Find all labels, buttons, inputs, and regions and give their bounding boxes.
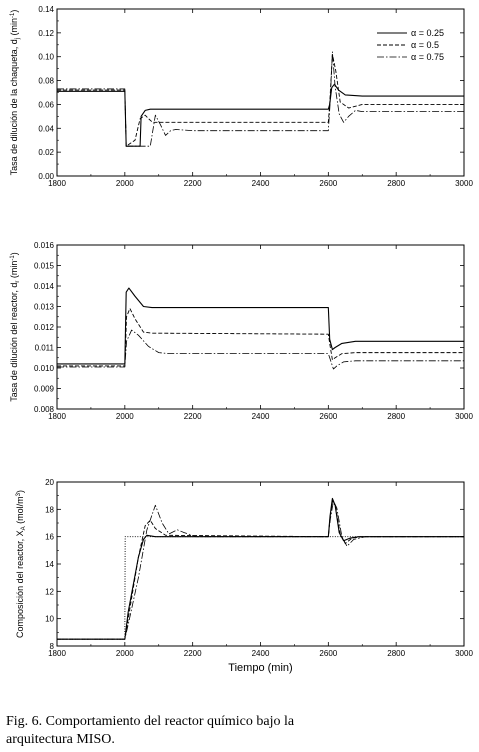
y-axis-label-unit: (min [9, 261, 19, 281]
y-tick-label: 10 [45, 615, 54, 624]
y-axis-label-unit: (min [9, 18, 19, 38]
y-tick-label: 0.013 [34, 303, 55, 312]
y-tick-label: 18 [45, 505, 54, 514]
series-line-dashdot [57, 51, 464, 147]
chart-reactor-composition: 1800 2000 2200 2400 2600 2800 3000 8 10 12 14 16 18 2… [15, 478, 473, 674]
x-tick-label: 1800 [48, 179, 66, 188]
series-line-solid [57, 83, 464, 147]
y-tick-label: 0.012 [34, 323, 55, 332]
y-axis-label-subscript: j [15, 38, 21, 40]
series-line-dashed [57, 53, 464, 147]
y-axis-label-superscript: -1 [10, 12, 16, 18]
x-tick-label: 2800 [387, 179, 405, 188]
x-tick-label: 3000 [455, 412, 473, 421]
y-axis-label: Tasa de dilución de la chaqueta, dj (min… [9, 10, 21, 176]
x-tick-label: 2200 [184, 649, 202, 658]
y-tick-label: 0.10 [38, 53, 54, 62]
y-axis-label-main: Tasa de dilución de la chaqueta, d [9, 39, 19, 175]
x-tick-label: 2600 [319, 412, 337, 421]
x-tick-label: 2000 [116, 179, 134, 188]
plot-frame [56, 8, 465, 177]
y-axis-label-main: Composición del reactor, X [15, 530, 25, 638]
series-line-dotted [57, 536, 464, 640]
x-tick-label: 2600 [319, 649, 337, 658]
legend-entry-label: α = 0.75 [411, 52, 444, 62]
y-tick-label: 0.00 [38, 172, 54, 181]
series-line-solid [57, 287, 464, 365]
x-tick-label: 1800 [48, 649, 66, 658]
y-tick-label: 12 [45, 587, 54, 596]
x-tick-label: 2400 [252, 179, 270, 188]
y-axis-label-end: ) [15, 490, 25, 493]
caption-line-1: Fig. 6. Comportamiento del reactor quími… [6, 714, 295, 729]
y-tick-label: 0.010 [34, 364, 55, 373]
x-tick-label: 2200 [184, 412, 202, 421]
x-tick-label: 2800 [387, 412, 405, 421]
figure-caption: Fig. 6. Comportamiento del reactor quími… [6, 713, 466, 749]
x-tick-label: 2600 [319, 179, 337, 188]
x-tick-label: 3000 [455, 179, 473, 188]
x-tick-label: 1800 [48, 412, 66, 421]
y-axis-label: Tasa de dilución del reactor, dr (min-1) [9, 252, 21, 401]
y-tick-label: 16 [45, 533, 54, 542]
plot-frame [56, 481, 465, 647]
y-tick-label: 0.011 [35, 344, 55, 353]
x-tick-label: 2000 [116, 412, 134, 421]
legend-entry-label: α = 0.5 [411, 40, 439, 50]
y-tick-label: 14 [45, 560, 54, 569]
y-tick-label: 8 [50, 642, 55, 651]
y-tick-label: 0.02 [38, 148, 54, 157]
y-axis-label-superscript: 3 [16, 492, 22, 496]
y-tick-label: 0.014 [34, 282, 55, 291]
y-tick-label: 0.08 [38, 77, 54, 86]
y-axis-label-superscript: -1 [10, 255, 16, 261]
caption-line-2: arquitectura MISO. [6, 732, 115, 747]
x-tick-label: 2400 [252, 412, 270, 421]
series-line-dashdot [57, 500, 464, 640]
series-line-dashed [57, 499, 464, 640]
chart-reactor-dilution: 1800 2000 2200 2400 2600 2800 3000 0.008 0.009 0.… [9, 241, 473, 421]
y-tick-label: 0.016 [34, 241, 55, 250]
x-tick-label: 2800 [387, 649, 405, 658]
series-line-solid [57, 497, 464, 640]
series-line-dashdot [57, 329, 464, 370]
plot-frame [56, 244, 465, 410]
y-tick-label: 0.009 [34, 385, 55, 394]
y-axis-label: Composición del reactor, XA (mol/m3) [15, 490, 27, 638]
y-axis-label-end: ) [9, 10, 19, 13]
legend-entry-label: α = 0.25 [411, 28, 444, 38]
y-tick-label: 0.14 [38, 5, 54, 14]
x-tick-label: 3000 [455, 649, 473, 658]
x-tick-label: 2000 [116, 649, 134, 658]
chart-jacket-dilution: 1800 2000 2200 2400 2600 2800 3000 0.00 0.02 0.04… [9, 5, 473, 188]
y-axis-label-subscript: A [21, 526, 27, 530]
y-tick-label: 0.12 [38, 29, 54, 38]
y-tick-label: 0.04 [38, 124, 54, 133]
y-axis-label-subscript: r [15, 281, 21, 283]
y-axis-label-main: Tasa de dilución del reactor, d [9, 283, 19, 402]
y-tick-label: 20 [45, 478, 54, 487]
x-tick-label: 2400 [252, 649, 270, 658]
y-axis-label-end: ) [9, 252, 19, 255]
x-tick-label: 2200 [184, 179, 202, 188]
y-tick-label: 0.06 [38, 100, 54, 109]
y-axis-label-unit: (mol/m [15, 496, 25, 526]
y-tick-label: 0.015 [34, 262, 55, 271]
series-line-dashed [57, 308, 464, 367]
y-tick-label: 0.008 [34, 405, 55, 414]
x-axis-label: Tiempo (min) [228, 662, 292, 674]
